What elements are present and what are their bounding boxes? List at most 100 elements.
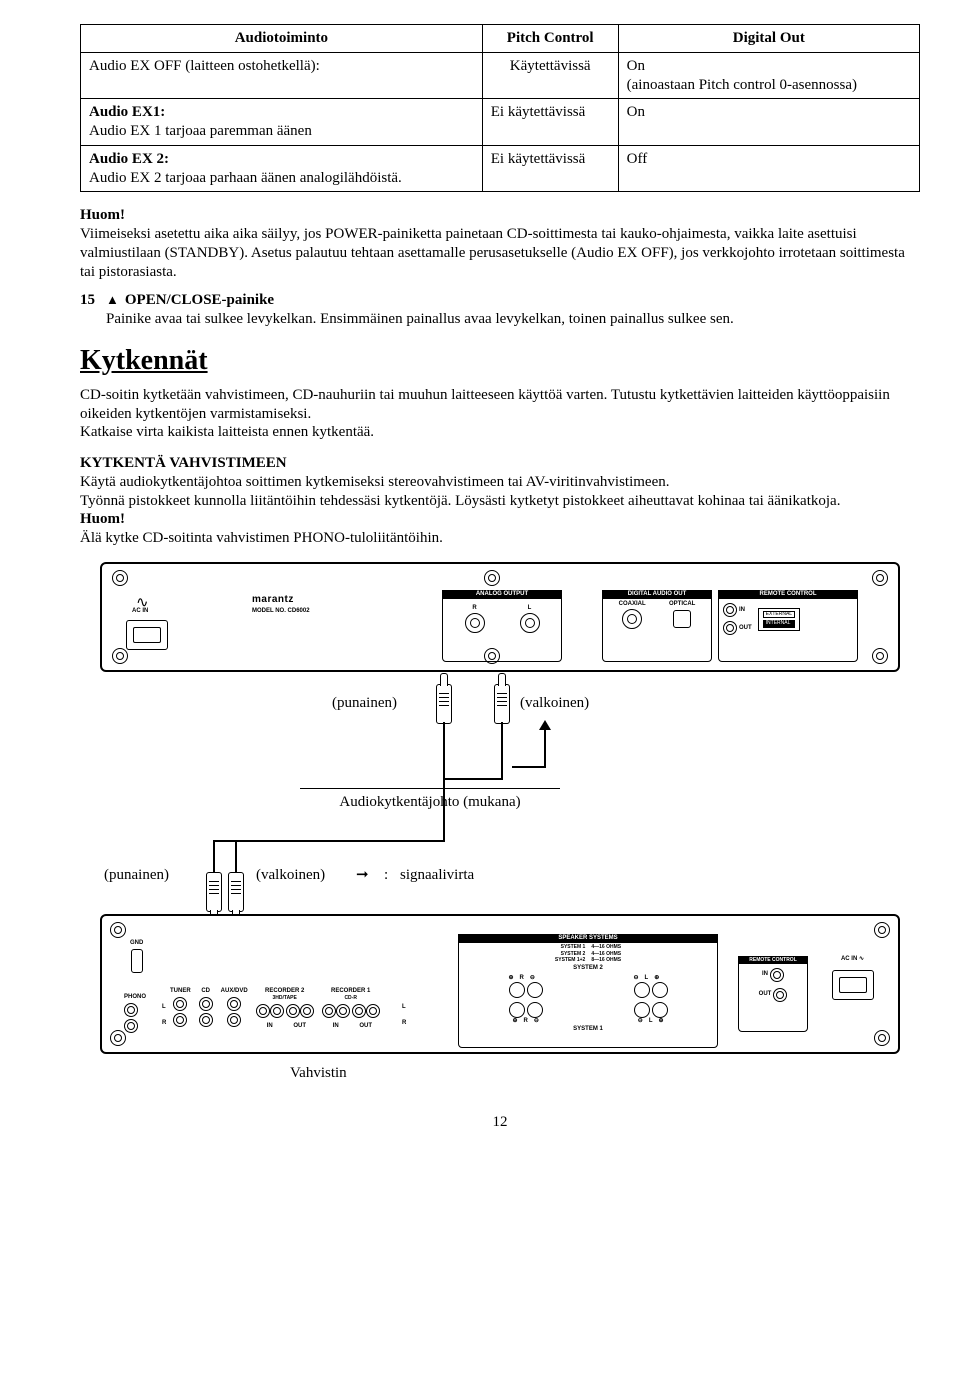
rca-jack-icon xyxy=(173,997,187,1011)
acin-socket-icon xyxy=(126,620,168,650)
r-label: R xyxy=(520,975,524,983)
cell-r2c1-title: Audio EX1: xyxy=(89,104,165,120)
r-label: R xyxy=(402,1020,406,1028)
sys1-label: SYSTEM 1 xyxy=(463,1026,713,1034)
screw-icon xyxy=(872,648,888,664)
speaker-systems-group: SPEAKER SYSTEMS SYSTEM 1 SYSTEM 2 SYSTEM… xyxy=(458,934,718,1048)
cell-r1c1: Audio EX OFF (laitteen ostohetkellä): xyxy=(81,52,483,99)
remote-ctrl-label: REMOTE CONTROL xyxy=(738,956,808,964)
input-jacks-row: TUNER CD AUX/DVD RECORDER 2 3HD/TAPE IN … xyxy=(170,988,380,1031)
cable-line xyxy=(501,722,503,778)
speaker-systems-label: SPEAKER SYSTEMS xyxy=(458,934,718,944)
remote-out-jack-icon xyxy=(723,621,737,635)
cable-line xyxy=(443,778,503,780)
rca-jack-icon xyxy=(352,1004,366,1018)
external-label: EXTERNAL xyxy=(763,611,795,619)
kytk-vahv-huom-text: Älä kytke CD-soitinta vahvistimen PHONO-… xyxy=(80,529,920,548)
rca-jack-icon xyxy=(256,1004,270,1018)
speaker-terminal-icon xyxy=(634,1002,650,1018)
rec2-label: RECORDER 2 xyxy=(256,988,314,996)
audio-mode-table: Audiotoiminto Pitch Control Digital Out … xyxy=(80,24,920,192)
cell-r3c2: Ei käytettävissä xyxy=(482,145,618,192)
cd-label: CD xyxy=(199,988,213,996)
gnd-terminal-icon xyxy=(131,949,143,973)
item-15-num: 15 xyxy=(80,291,106,310)
r-label: R xyxy=(523,1018,527,1026)
rca-jack-icon xyxy=(366,1004,380,1018)
digital-out-group: DIGITAL AUDIO OUT COAXIAL OPTICAL xyxy=(602,590,712,662)
punainen-label-bottom: (punainen) xyxy=(104,866,169,885)
acin-tilde-label: AC IN ∿ xyxy=(841,956,864,964)
rca-jack-icon xyxy=(286,1004,300,1018)
remote-jack-icon xyxy=(770,968,784,982)
cable-connection-area: (punainen) (valkoinen) Audiokytkentäjoht… xyxy=(100,672,900,892)
out-label: OUT xyxy=(352,1023,380,1031)
amplifier-rear-panel: GND PHONO TUNER CD AUX/DVD xyxy=(100,914,900,1054)
kytk-vahv-p2: Työnnä pistokkeet kunnolla liitäntöihin … xyxy=(80,492,920,511)
kytkennat-heading: Kytkennät xyxy=(80,343,920,378)
l-label: L xyxy=(649,1018,653,1026)
acin-socket-icon xyxy=(832,970,874,1000)
rca-jack-icon xyxy=(227,997,241,1011)
screw-icon xyxy=(112,648,128,664)
page-number: 12 xyxy=(80,1113,920,1132)
remote-jack-icon xyxy=(773,988,787,1002)
rca-jack-icon xyxy=(300,1004,314,1018)
speaker-terminal-icon xyxy=(652,1002,668,1018)
remote-in-jack-icon xyxy=(723,603,737,617)
rca-plug-icon xyxy=(206,872,222,912)
screw-icon xyxy=(110,922,126,938)
cell-r1c3: On (ainoastaan Pitch control 0-asennossa… xyxy=(618,52,919,99)
internal-label: INTERNAL xyxy=(763,620,795,628)
gnd-group: GND xyxy=(130,940,143,976)
in-label: IN xyxy=(762,971,768,979)
out-label: OUT xyxy=(759,991,772,999)
acin-label: AC IN xyxy=(132,608,148,616)
speaker-terminal-icon xyxy=(527,1002,543,1018)
rca-jack-icon xyxy=(124,1003,138,1017)
rca-jack-icon xyxy=(622,609,642,629)
cable-line xyxy=(512,766,546,768)
rec1-label: RECORDER 1 xyxy=(322,988,380,996)
rca-plug-icon xyxy=(494,684,510,724)
rca-jack-icon xyxy=(465,613,485,633)
analog-output-group: ANALOG OUTPUT R L xyxy=(442,590,562,662)
th-digital: Digital Out xyxy=(618,25,919,53)
rca-jack-icon xyxy=(270,1004,284,1018)
rca-plug-icon xyxy=(228,872,244,912)
coaxial-label: COAXIAL xyxy=(619,601,646,609)
rca-jack-icon xyxy=(199,997,213,1011)
cell-r3c1-title: Audio EX 2: xyxy=(89,151,169,167)
amp-remote-group: REMOTE CONTROL IN OUT xyxy=(738,956,808,1032)
speaker-terminal-icon xyxy=(652,982,668,998)
l-label: L xyxy=(402,1004,406,1012)
phono-group: PHONO xyxy=(124,994,146,1034)
screw-icon xyxy=(872,570,888,586)
out-label: OUT xyxy=(286,1023,314,1031)
digital-out-label: DIGITAL AUDIO OUT xyxy=(602,590,712,600)
speaker-terminal-icon xyxy=(634,982,650,998)
cell-r3c1: Audio EX 2: Audio EX 2 tarjoaa parhaan ä… xyxy=(81,145,483,192)
rca-jack-icon xyxy=(520,613,540,633)
speaker-terminal-icon xyxy=(527,982,543,998)
rca-jack-icon xyxy=(227,1013,241,1027)
out-label: OUT xyxy=(739,625,752,633)
l-label: L xyxy=(520,605,540,613)
in-label: IN xyxy=(322,1023,350,1031)
r-label: R xyxy=(465,605,485,613)
item-15-title: OPEN/CLOSE-painike xyxy=(125,292,274,308)
signaalivirta-label: signaalivirta xyxy=(400,866,474,885)
kytk-vahv-p1: Käytä audiokytkentäjohtoa soittimen kytk… xyxy=(80,473,920,492)
arrowhead-icon xyxy=(539,720,551,730)
huom1-text: Viimeiseksi asetettu aika aika säilyy, j… xyxy=(80,225,920,281)
th-pitch: Pitch Control xyxy=(482,25,618,53)
kytkennat-p1: CD-soitin kytketään vahvistimeen, CD-nau… xyxy=(80,386,920,424)
gnd-label: GND xyxy=(130,940,143,948)
cell-r2c1-desc: Audio EX 1 tarjoaa paremman äänen xyxy=(89,123,312,139)
rca-jack-icon xyxy=(322,1004,336,1018)
l-label: L xyxy=(162,1004,166,1012)
ohms2-label: 4—16 OHMS xyxy=(591,951,621,957)
screw-icon xyxy=(112,570,128,586)
rca-jack-icon xyxy=(199,1013,213,1027)
r-label: R xyxy=(162,1020,166,1028)
